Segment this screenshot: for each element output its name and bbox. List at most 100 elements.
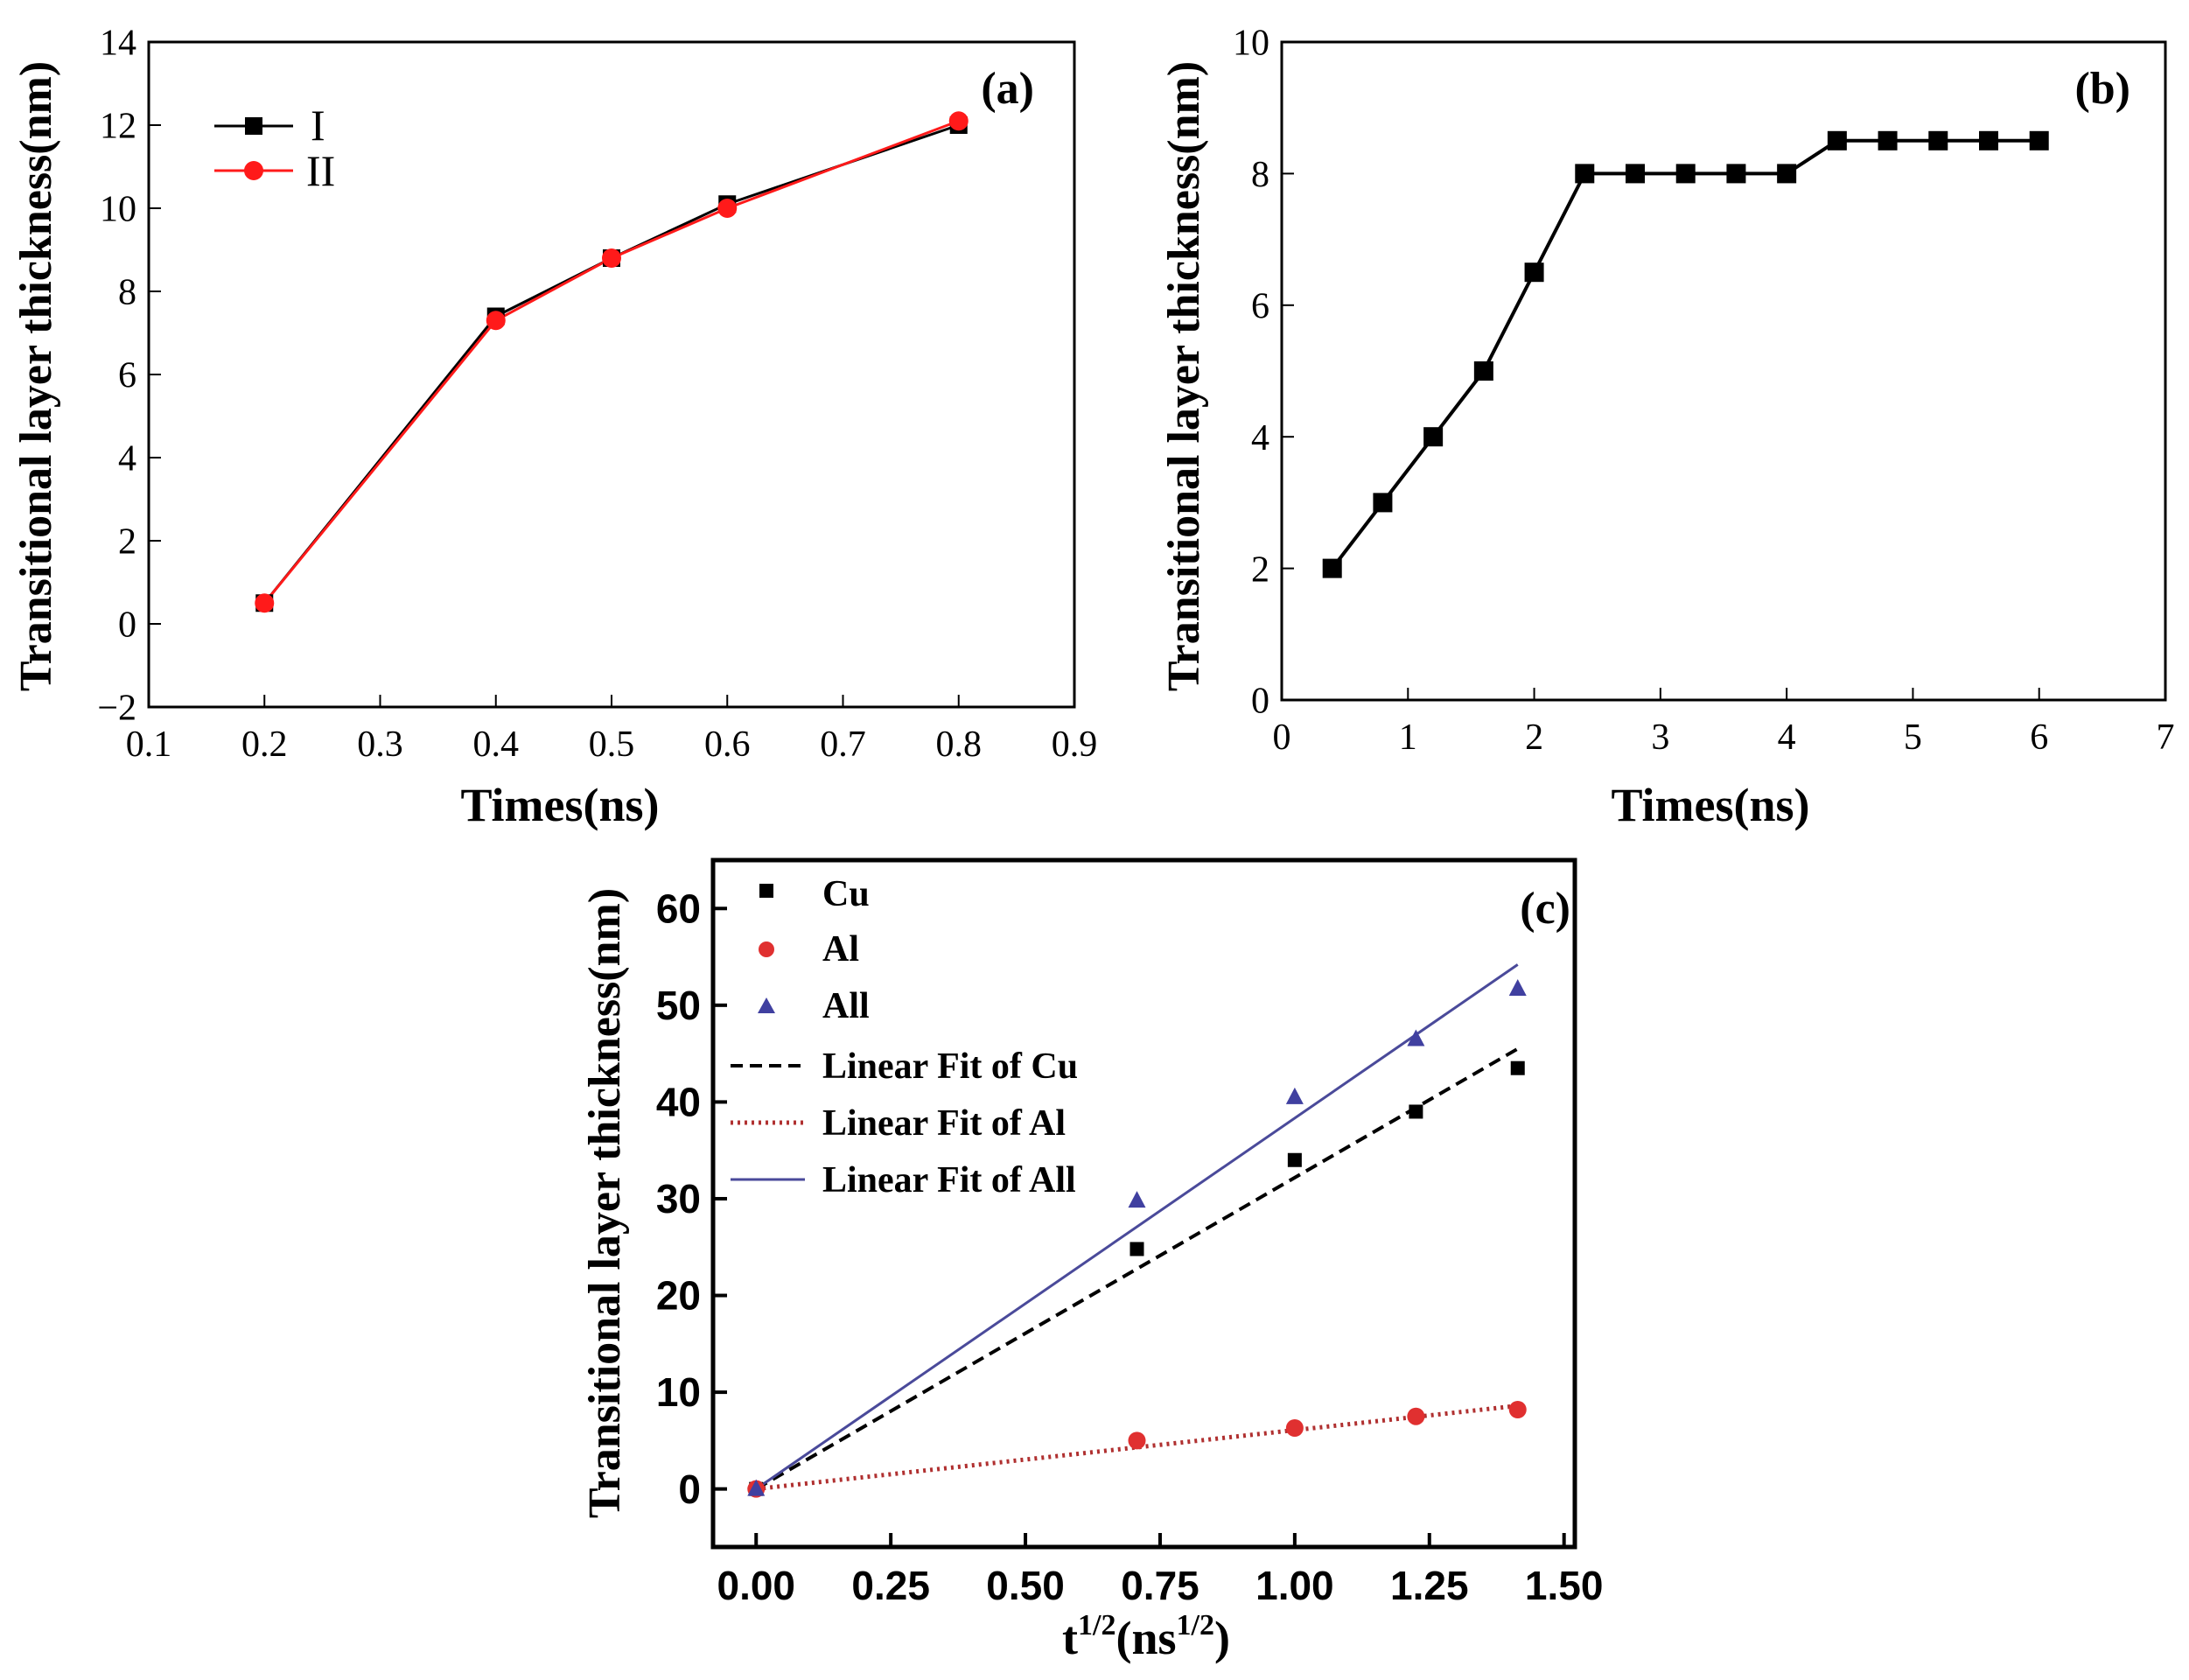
x-tick-label-b: 5 [1904, 718, 1922, 758]
legend-label-fit-all: Linear Fit of All [822, 1160, 1076, 1200]
data-point-cu [1287, 1152, 1302, 1167]
data-point-al [1508, 1401, 1527, 1418]
data-point-cu [1510, 1060, 1525, 1075]
y-tick-label-b: 6 [1251, 287, 1269, 327]
x-tick-label-b: 6 [2030, 718, 2048, 758]
legend-label-all: All [822, 986, 870, 1026]
legend-label-cu: Cu [822, 874, 870, 914]
data-point-b [1979, 130, 1998, 150]
data-point-cu [1129, 1242, 1144, 1256]
legend-label-al: Al [822, 929, 859, 970]
y-axis-title-c: Transitional layer thickness(nm) [580, 888, 630, 1518]
y-tick-label-a: 10 [100, 190, 136, 230]
data-point-all [1508, 979, 1527, 997]
tick-marks-b [1281, 41, 2166, 701]
y-tick-label-a: 12 [100, 107, 136, 147]
legend-c: Cu Al All Linear Fit of Cu Linear Fit of… [731, 874, 1078, 1200]
data-point-b [1322, 558, 1342, 578]
panel-label-b: (b) [2074, 64, 2130, 114]
series-group-b [1322, 130, 2049, 578]
fit-line-linear-fit-of-all [755, 963, 1519, 1490]
x-tick-label-c: 0.50 [986, 1563, 1065, 1608]
x-axis-title-c-mid: (ns [1115, 1612, 1176, 1664]
y-tick-label-c: 60 [656, 886, 701, 931]
data-point-b [2029, 130, 2049, 150]
tick-labels-a: 0.1 0.2 0.3 0.4 0.5 0.6 0.7 0.8 0.9 −2 0 2 4 6 8 10 12 14 [97, 24, 1097, 765]
x-axis-title-c: t1/2(ns1/2) [1062, 1609, 1230, 1664]
x-tick-label-a: 0.1 [126, 724, 172, 765]
y-tick-label-b: 2 [1251, 550, 1269, 590]
legend-a: I II [214, 101, 335, 195]
x-tick-label-b: 2 [1525, 718, 1543, 758]
x-tick-label-b: 0 [1273, 718, 1291, 758]
y-axis-title-a: Transitional layer thickness(nm) [11, 61, 61, 691]
y-tick-label-a: 0 [118, 606, 136, 646]
y-tick-label-b: 4 [1251, 418, 1269, 458]
plot-frame-c [710, 858, 1577, 1550]
y-tick-label-c: 40 [656, 1080, 701, 1125]
y-tick-label-a: 4 [118, 439, 136, 480]
data-point-all [747, 1479, 766, 1496]
plot-frame-b [1280, 40, 2167, 702]
data-point-b [1473, 361, 1493, 381]
x-axis-title-b: Times(ns) [1611, 779, 1809, 831]
legend-label-ii: II [306, 146, 335, 195]
panel-c: 0.00 0.25 0.50 0.75 1.00 1.25 1.50 0 10 20 30 40 50 6… [580, 858, 1604, 1664]
panel-label-a: (a) [981, 64, 1034, 114]
x-tick-label-a: 0.4 [473, 724, 520, 765]
x-tick-label-a: 0.6 [704, 724, 751, 765]
series-line-b [1331, 138, 2039, 570]
plot-frame-a [147, 40, 1076, 709]
x-tick-label-a: 0.5 [589, 724, 635, 765]
series-line-I [263, 123, 960, 605]
x-axis-title-a: Times(ns) [460, 779, 659, 831]
y-tick-label-c: 10 [656, 1369, 701, 1415]
x-tick-label-c: 0.75 [1121, 1563, 1199, 1608]
data-point-b [1373, 493, 1393, 513]
x-tick-label-c: 0.25 [851, 1563, 930, 1608]
data-point-all [1128, 1191, 1146, 1208]
x-axis-title-c-base: t [1062, 1612, 1078, 1664]
y-tick-label-b: 8 [1251, 155, 1269, 195]
y-tick-label-a: 6 [118, 356, 136, 396]
x-tick-label-a: 0.3 [357, 724, 403, 765]
legend-label-fit-al: Linear Fit of Al [822, 1103, 1066, 1144]
legend-marker-cu [759, 884, 773, 898]
y-tick-label-c: 0 [678, 1466, 701, 1512]
data-point-b [1928, 130, 1948, 150]
x-tick-label-c: 1.00 [1255, 1563, 1334, 1608]
x-tick-label-b: 3 [1651, 718, 1669, 758]
data-point-all [1407, 1029, 1425, 1046]
data-point-b [1777, 164, 1797, 184]
panel-a: 0.1 0.2 0.3 0.4 0.5 0.6 0.7 0.8 0.9 −2 0 2 4 6 8 10 12 14… [11, 24, 1097, 831]
y-tick-label-c: 30 [656, 1176, 701, 1222]
y-tick-label-a: −2 [97, 689, 136, 729]
data-point-b [1878, 130, 1898, 150]
legend-label-i: I [311, 101, 325, 150]
legend-marker-all [758, 998, 775, 1013]
x-tick-label-b: 1 [1399, 718, 1417, 758]
x-tick-label-a: 0.7 [820, 724, 866, 765]
y-tick-label-b: 10 [1233, 24, 1269, 64]
x-tick-label-c: 1.50 [1525, 1563, 1604, 1608]
fit-line-linear-fit-of-cu [755, 1046, 1519, 1491]
data-point-b [1575, 164, 1595, 184]
x-tick-label-a: 0.8 [936, 724, 983, 765]
x-tick-label-c: 0.00 [717, 1563, 795, 1608]
legend-marker-al [759, 942, 774, 957]
legend-marker-ii [244, 161, 263, 180]
data-point-b [1626, 164, 1645, 184]
tick-marks-a [148, 41, 1075, 708]
data-point-II [717, 199, 738, 218]
data-point-al [1128, 1432, 1146, 1450]
fit-lines-c [755, 963, 1519, 1492]
x-axis-title-c-sup1: 1/2 [1078, 1609, 1115, 1642]
y-tick-label-c: 50 [656, 983, 701, 1028]
tick-labels-b: 0 1 2 3 4 5 6 7 0 2 4 6 8 10 [1233, 24, 2175, 758]
fit-line-linear-fit-of-al [755, 1404, 1519, 1492]
y-tick-label-a: 14 [100, 24, 136, 64]
legend-marker-i [245, 117, 262, 135]
x-axis-title-c-sup2: 1/2 [1177, 1609, 1214, 1642]
data-point-al [1285, 1419, 1304, 1438]
